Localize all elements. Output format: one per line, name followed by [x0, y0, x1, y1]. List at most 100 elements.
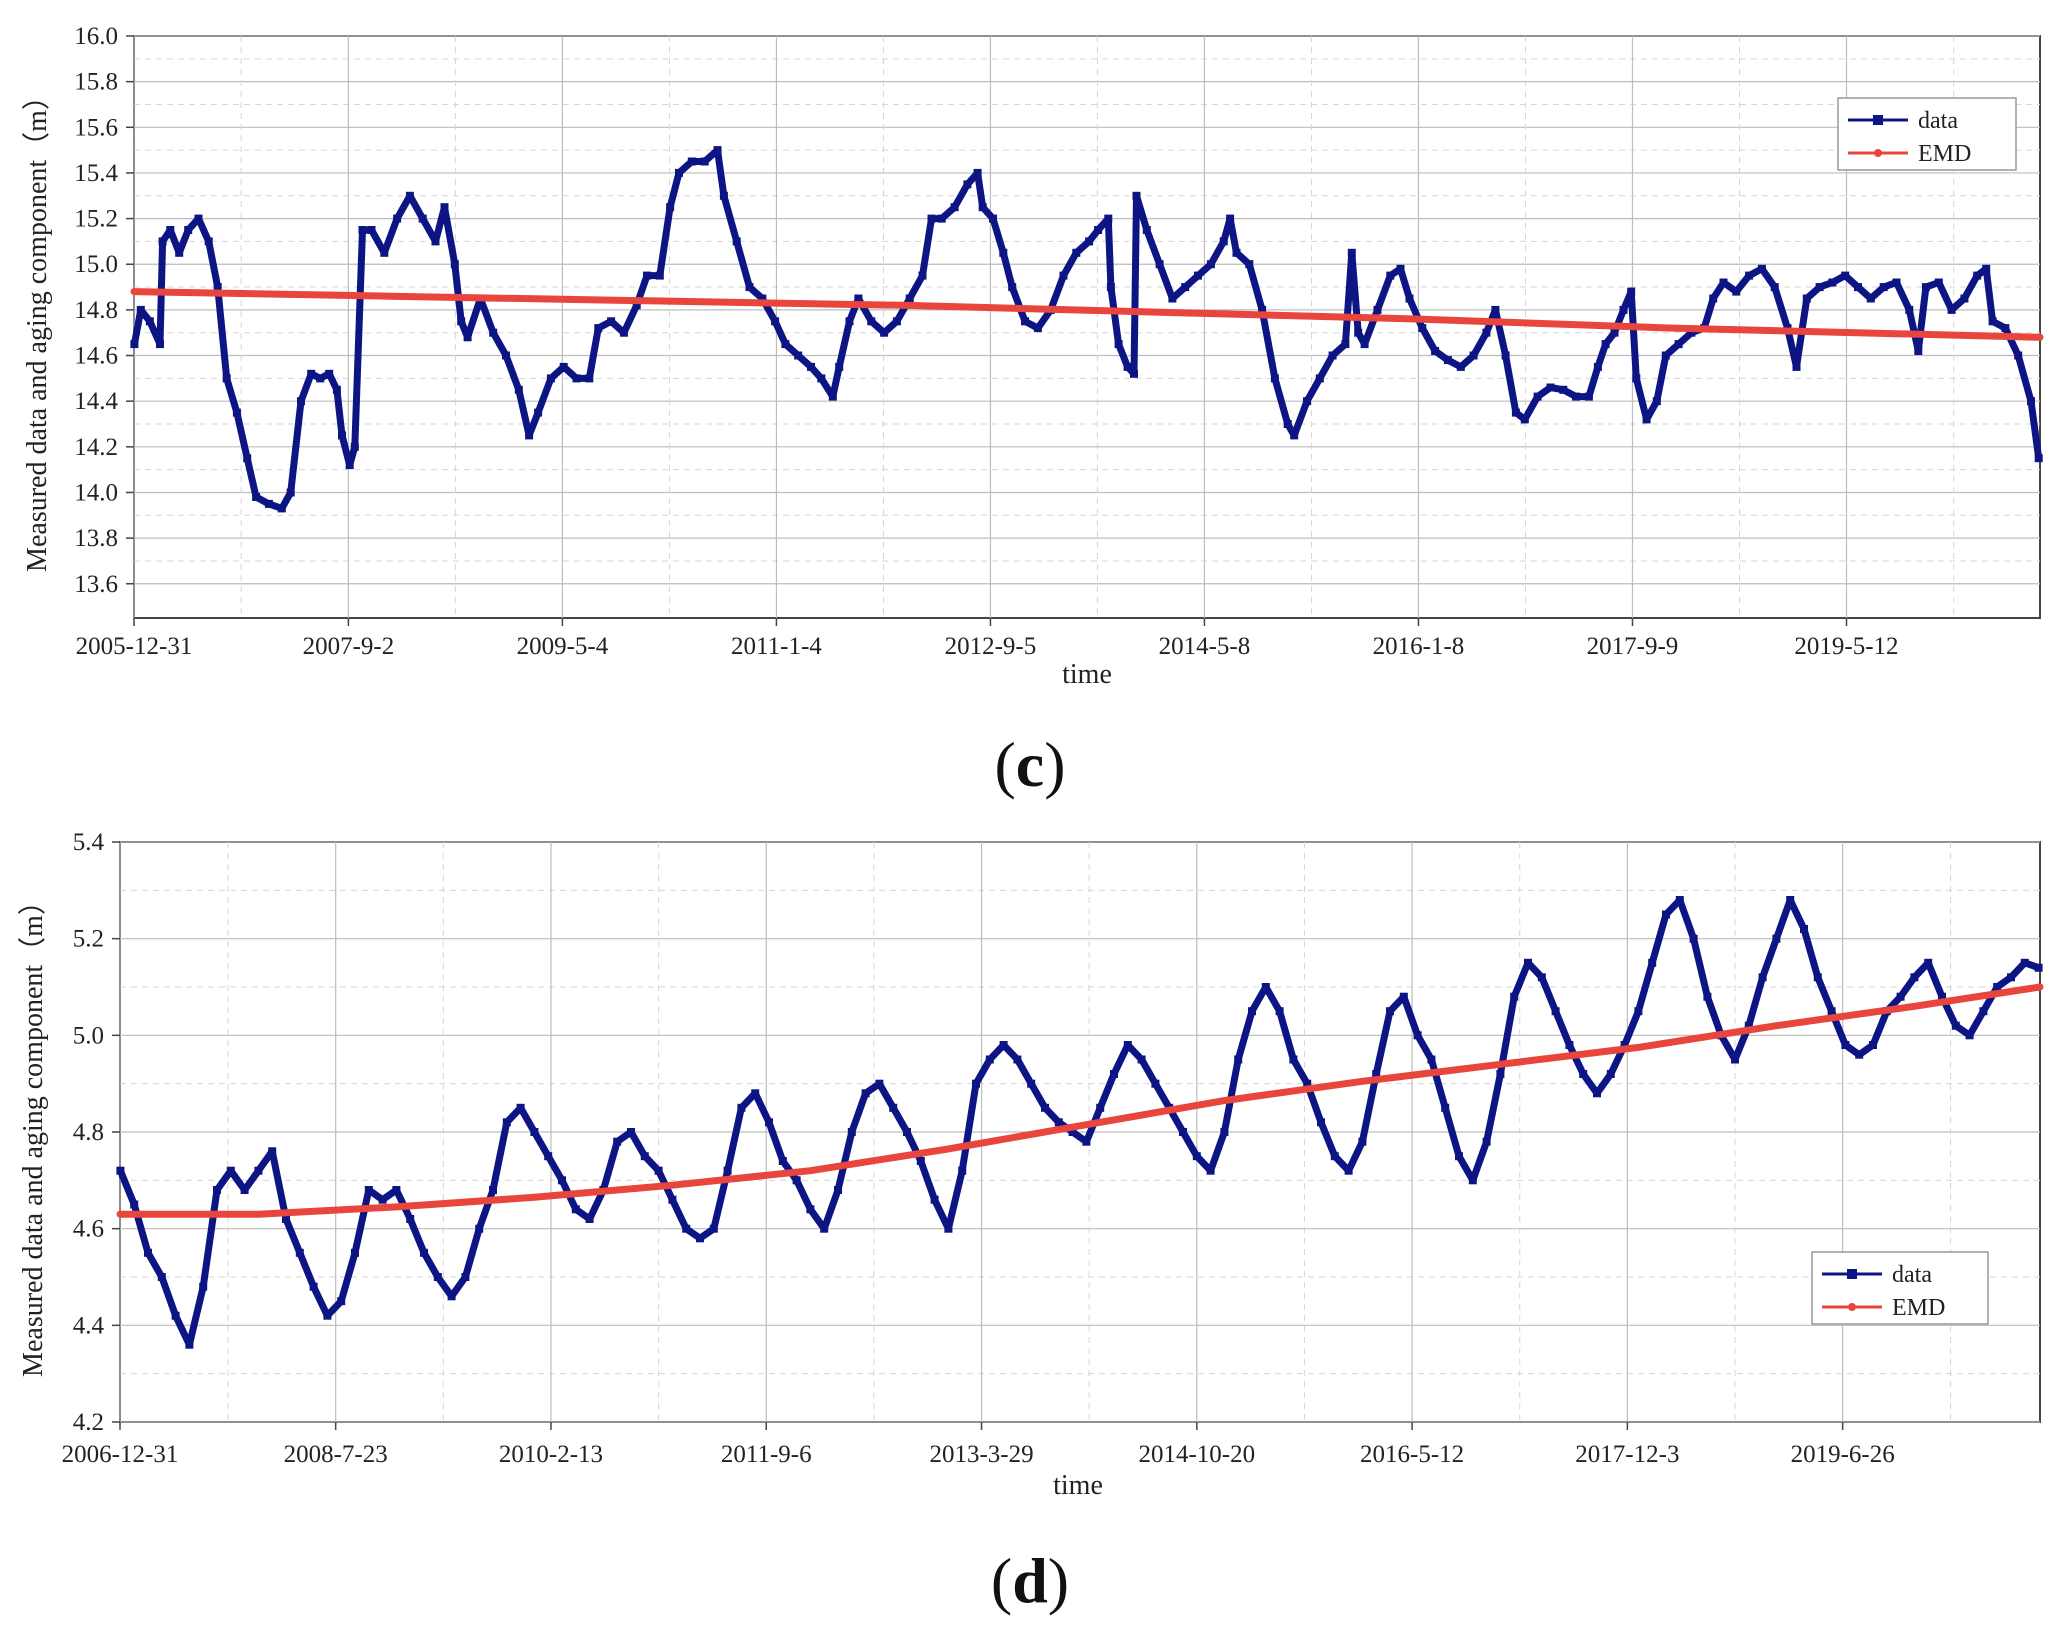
data-point	[1344, 1166, 1353, 1175]
data-point	[643, 271, 651, 280]
data-point	[807, 362, 815, 371]
data-point	[1330, 1152, 1339, 1161]
data-point	[751, 1089, 760, 1098]
y-axis-c: 13.6 13.8 14.0 14.2 14.4 14.6 14.8 15.0 15.2 15.4…	[74, 23, 134, 598]
data-point	[1068, 1128, 1077, 1136]
data-point	[1206, 260, 1215, 269]
legend-emd-label-c: EMD	[1918, 141, 1971, 167]
data-point	[525, 431, 534, 440]
data-point	[944, 1224, 953, 1233]
data-point	[130, 340, 139, 349]
data-point	[1501, 351, 1510, 360]
data-point	[632, 301, 641, 310]
data-point	[1627, 287, 1636, 296]
data-point	[1841, 271, 1850, 280]
y-tick-label: 4.2	[73, 1409, 104, 1436]
data-point	[332, 385, 341, 394]
data-point	[1841, 1041, 1850, 1049]
data-point	[834, 1186, 842, 1194]
data-point	[1786, 896, 1795, 904]
data-point	[252, 493, 261, 501]
x-tick-label: 2009-5-4	[517, 633, 609, 660]
data-point	[1579, 1070, 1588, 1078]
data-point	[1245, 260, 1254, 269]
data-point	[1520, 415, 1529, 424]
y-tick-label: 14.4	[74, 388, 118, 415]
data-point	[1132, 191, 1141, 200]
data-point	[640, 1152, 649, 1161]
data-point	[1456, 362, 1465, 371]
data-point	[546, 374, 555, 383]
data-point	[627, 1128, 635, 1136]
data-point	[213, 283, 222, 292]
data-point	[378, 1195, 387, 1204]
data-point	[732, 237, 741, 246]
y-tick-label: 15.2	[74, 206, 118, 233]
data-point	[418, 214, 427, 223]
data-point	[1758, 973, 1767, 982]
data-point	[723, 1166, 732, 1175]
data-point	[502, 1118, 511, 1127]
data-point	[1443, 356, 1452, 365]
data-point	[820, 1224, 829, 1233]
data-point	[1275, 1007, 1284, 1016]
data-point	[1396, 264, 1405, 273]
data-point	[1413, 1031, 1422, 1040]
data-point	[309, 1282, 318, 1291]
y-tick-label: 15.4	[74, 160, 118, 187]
data-point	[345, 461, 354, 470]
data-point	[502, 351, 510, 360]
data-point	[559, 362, 568, 371]
data-point	[745, 283, 754, 292]
data-point	[1601, 340, 1610, 349]
panel-label-c: (c)	[994, 729, 1065, 800]
data-point	[875, 1079, 884, 1088]
data-point	[440, 203, 449, 212]
data-point	[1792, 362, 1801, 371]
data-point	[1951, 1021, 1960, 1030]
data-point	[1687, 328, 1696, 337]
data-point	[1619, 305, 1628, 314]
data-point	[1537, 973, 1546, 982]
data-point	[1106, 283, 1115, 292]
data-point	[158, 237, 167, 246]
y-axis-title-c: Measured data and aging component（m）	[21, 82, 53, 572]
data-point	[1151, 1079, 1160, 1088]
y-tick-label: 4.4	[73, 1312, 105, 1339]
data-point	[1114, 340, 1123, 349]
data-point	[323, 1311, 332, 1320]
data-point	[999, 1041, 1008, 1049]
data-point	[364, 1186, 373, 1194]
data-point	[157, 1273, 166, 1281]
y-axis-title-d: Measured data and aging component（m）	[17, 887, 49, 1377]
data-point	[286, 488, 295, 497]
data-point	[978, 203, 987, 212]
data-point	[1910, 973, 1919, 982]
data-point	[199, 1282, 208, 1291]
data-point	[607, 317, 616, 326]
data-point	[130, 1200, 139, 1209]
data-point	[1491, 305, 1500, 314]
data-point	[1261, 983, 1270, 991]
data-point	[778, 1157, 787, 1165]
data-point	[1892, 278, 1901, 287]
data-point	[880, 328, 889, 337]
data-point	[136, 305, 145, 314]
data-point	[1772, 934, 1781, 943]
data-point	[1869, 1041, 1877, 1049]
data-point	[1192, 1152, 1201, 1161]
data-point	[171, 1311, 180, 1320]
data-point	[204, 237, 213, 246]
data-point	[2001, 324, 2010, 333]
y-tick-label: 13.8	[74, 525, 118, 552]
data-point	[794, 351, 803, 360]
data-point	[854, 294, 863, 303]
y-tick-label: 14.0	[74, 479, 118, 506]
data-point	[758, 294, 767, 303]
data-point	[156, 340, 164, 349]
data-point	[1315, 374, 1324, 383]
data-point	[1155, 260, 1164, 269]
data-point	[226, 1166, 235, 1175]
data-point	[1482, 328, 1491, 337]
data-point	[277, 504, 286, 513]
